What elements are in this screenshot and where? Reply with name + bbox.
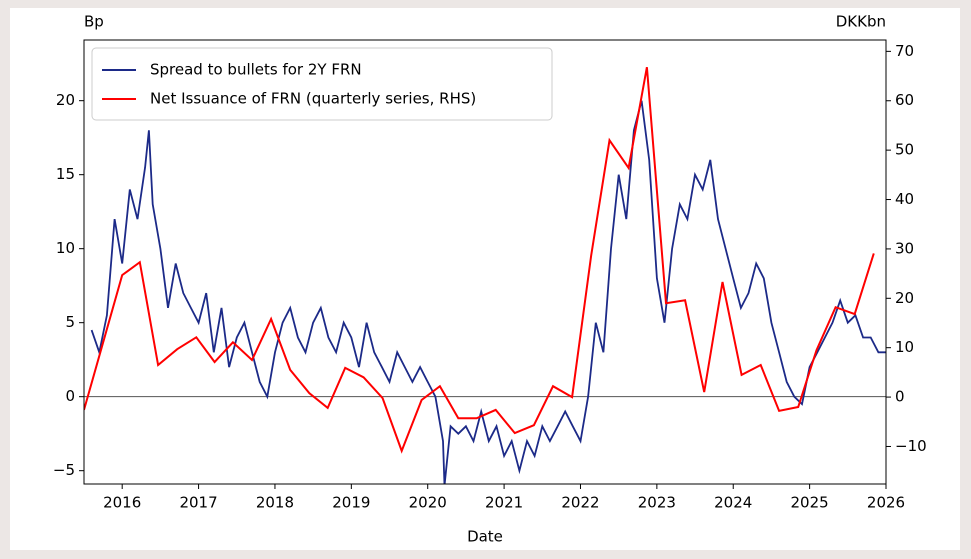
x-tick-label: 2019 <box>332 494 370 512</box>
y-tick-label: 20 <box>56 91 75 109</box>
y2-tick-label: 40 <box>895 190 914 208</box>
y2-tick-label: 60 <box>895 91 914 109</box>
plot-frame <box>83 39 887 485</box>
y2-axis-label: DKKbn <box>836 13 886 31</box>
x-tick-label: 2017 <box>179 494 217 512</box>
x-tick-label: 2016 <box>103 494 141 512</box>
legend-box <box>91 47 553 121</box>
legend-label: Spread to bullets for 2Y FRN <box>150 61 362 79</box>
x-tick-label: 2020 <box>409 494 447 512</box>
y2-tick-label: 20 <box>895 289 914 307</box>
y2-tick-label: 70 <box>895 42 914 60</box>
y-tick-label: 0 <box>65 387 75 405</box>
x-tick-label: 2025 <box>791 494 829 512</box>
x-tick-label: 2026 <box>867 494 905 512</box>
y2-tick-label: 10 <box>895 338 914 356</box>
y-tick-label: 5 <box>65 313 75 331</box>
y-tick-label: 15 <box>56 165 75 183</box>
x-tick-label: 2022 <box>561 494 599 512</box>
x-axis-label: Date <box>467 528 503 546</box>
x-tick-label: 2018 <box>256 494 294 512</box>
y2-tick-label: 0 <box>895 388 905 406</box>
y2-tick-label: 50 <box>895 141 914 159</box>
x-tick-label: 2021 <box>485 494 523 512</box>
y2-tick-label: 30 <box>895 239 914 257</box>
y-axis-label: Bp <box>84 13 104 31</box>
x-tick-label: 2024 <box>714 494 752 512</box>
y-tick-label: −5 <box>53 461 75 479</box>
x-tick-label: 2023 <box>638 494 676 512</box>
y-tick-label: 10 <box>56 239 75 257</box>
legend-label: Net Issuance of FRN (quarterly series, R… <box>150 90 476 108</box>
series-line <box>90 100 886 484</box>
series-line <box>84 67 875 454</box>
y2-tick-label: −10 <box>895 437 927 455</box>
